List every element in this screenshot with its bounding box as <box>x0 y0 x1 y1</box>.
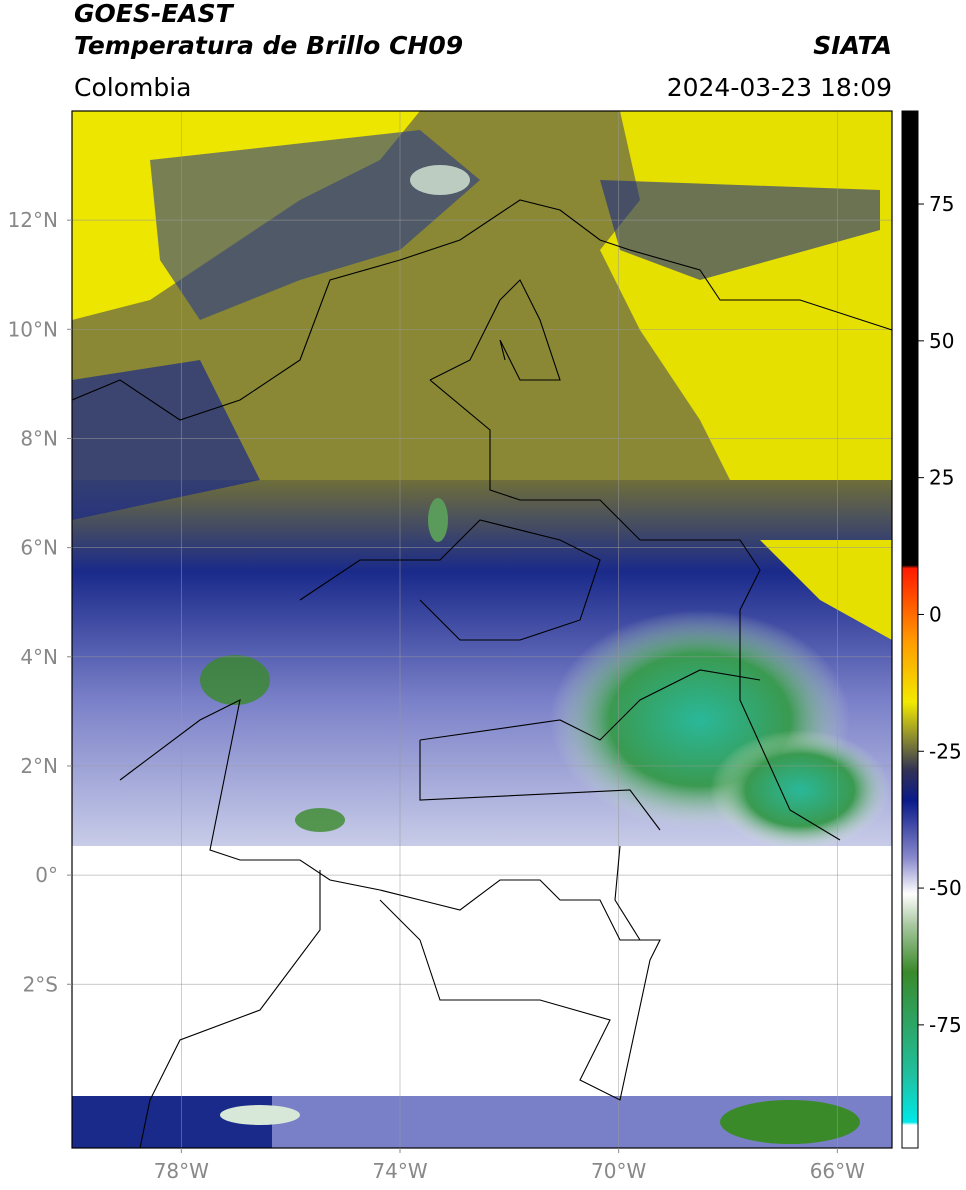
lon-tick-label: 74°W <box>372 1159 427 1183</box>
lat-tick-label: 12°N <box>8 208 58 232</box>
colorbar-tick-label: -75 <box>929 1013 962 1037</box>
lat-tick-label: 0° <box>35 863 58 887</box>
subtitle: Temperatura de Brillo CH09 <box>74 31 463 60</box>
lon-tick-label: 78°W <box>154 1159 209 1183</box>
colorbar <box>901 110 919 1149</box>
colorbar-tick-label: 50 <box>929 329 954 353</box>
datetime: 2024-03-23 18:09 <box>667 73 892 102</box>
colorbar-tick-label: 0 <box>929 602 942 626</box>
colorbar-tick-label: 25 <box>929 466 954 490</box>
satellite-image <box>72 111 892 1148</box>
colorbar-tick-label: -25 <box>929 739 962 763</box>
title: GOES-EAST <box>74 0 235 28</box>
graticule <box>72 111 892 1148</box>
lat-tick-label: 6°N <box>20 536 58 560</box>
colorbar-tick-label: 75 <box>929 192 954 216</box>
source: SIATA <box>813 31 892 60</box>
region: Colombia <box>74 73 191 102</box>
lon-tick-label: 66°W <box>810 1159 865 1183</box>
lat-tick-label: 8°N <box>20 426 58 450</box>
lat-tick-label: 4°N <box>20 645 58 669</box>
borders <box>72 199 892 1148</box>
lat-tick-label: 10°N <box>8 317 58 341</box>
colorbar-tick-label: -50 <box>929 876 962 900</box>
lon-tick-label: 70°W <box>591 1159 646 1183</box>
lat-tick-label: 2°N <box>20 754 58 778</box>
lat-tick-label: 2°S <box>23 972 58 996</box>
map-frame <box>71 110 893 1149</box>
